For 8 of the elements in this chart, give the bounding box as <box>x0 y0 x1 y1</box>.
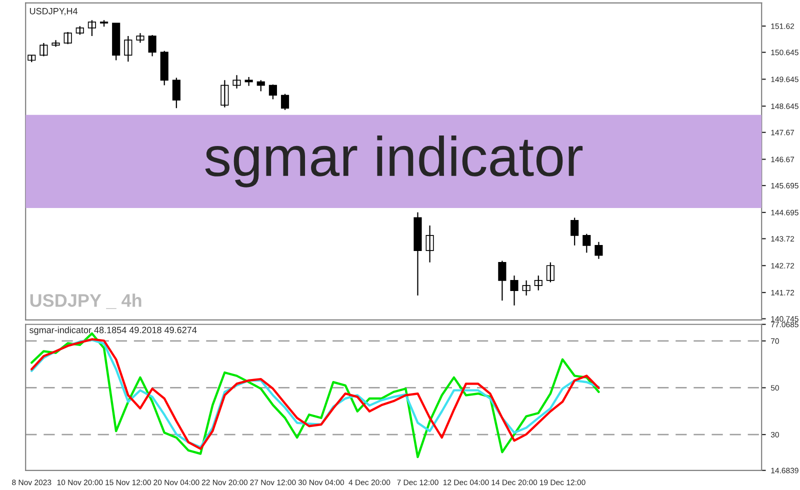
candlestick <box>88 20 96 37</box>
annotation: USDJPY _ 4h <box>30 294 142 309</box>
chart-title: USDJPY,H4 <box>30 8 78 16</box>
candlestick <box>100 20 108 28</box>
candlestick <box>136 32 144 44</box>
candlestick <box>28 54 36 63</box>
chart-title: sgmar-indicator 48.1854 49.2018 49.6274 <box>30 326 197 335</box>
annotation: sgmar indicator <box>205 136 583 188</box>
